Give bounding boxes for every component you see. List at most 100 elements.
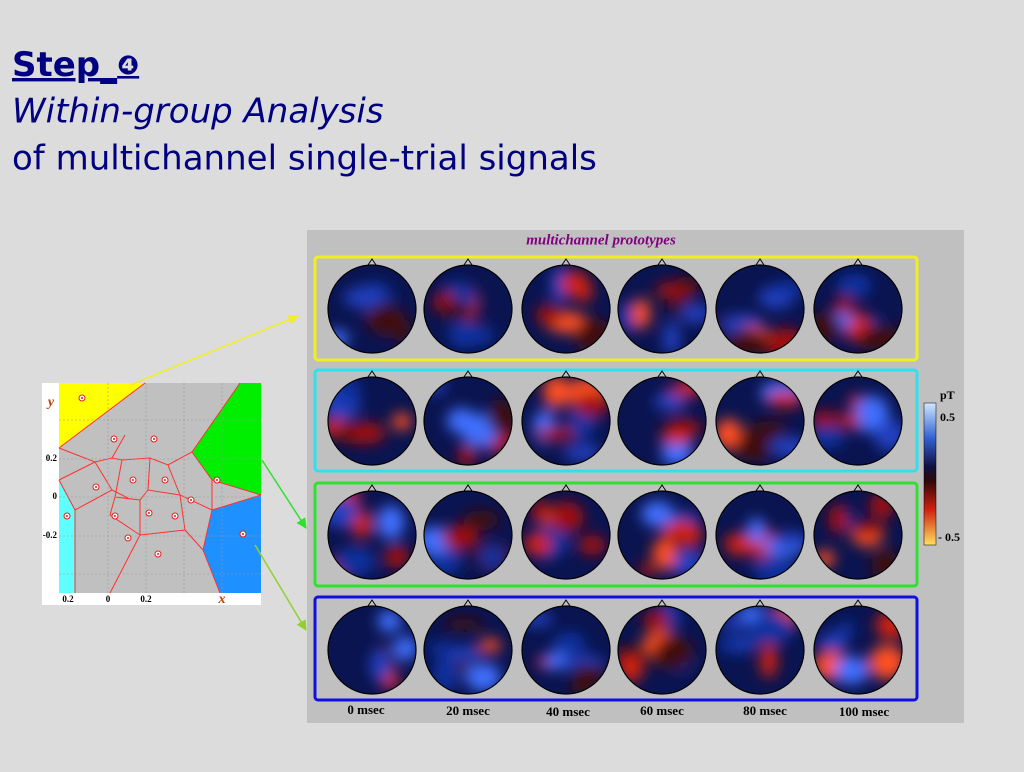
point-dot bbox=[216, 479, 218, 481]
point-dot bbox=[95, 486, 97, 488]
topo-map bbox=[328, 377, 416, 465]
voronoi-edges bbox=[58, 382, 262, 594]
tick-label: 0 bbox=[106, 594, 111, 604]
point-dot bbox=[113, 438, 115, 440]
figure-title: multichannel prototypes bbox=[526, 232, 676, 248]
map-outline bbox=[617, 376, 707, 466]
row-box bbox=[313, 481, 919, 588]
axis-label: x bbox=[218, 592, 226, 607]
point-dot bbox=[153, 438, 155, 440]
grid bbox=[59, 383, 261, 593]
blob bbox=[837, 621, 855, 637]
subtitle-line: of multichannel single-trial signals bbox=[12, 139, 597, 179]
time-label: 20 msec bbox=[446, 703, 490, 718]
blob bbox=[377, 505, 405, 540]
point-dot bbox=[157, 553, 159, 555]
blob bbox=[574, 393, 610, 417]
blob bbox=[426, 642, 458, 655]
step-label: Step_ bbox=[12, 45, 117, 85]
blob bbox=[724, 532, 757, 556]
nose bbox=[657, 484, 667, 492]
point-dot bbox=[174, 515, 176, 517]
blob bbox=[834, 656, 869, 685]
blob bbox=[677, 304, 706, 323]
blob bbox=[638, 562, 656, 577]
map-outline bbox=[327, 264, 417, 354]
nose bbox=[853, 599, 863, 607]
nose bbox=[561, 370, 571, 378]
blob bbox=[479, 638, 502, 653]
blob bbox=[433, 655, 459, 692]
map-blobs bbox=[370, 610, 416, 690]
point-dot bbox=[132, 479, 134, 481]
blob bbox=[840, 413, 860, 428]
time-label: 100 msec bbox=[839, 704, 889, 719]
blob bbox=[851, 521, 886, 535]
blob bbox=[531, 499, 549, 523]
blob bbox=[766, 391, 804, 408]
point-dot bbox=[190, 499, 192, 501]
time-label: 80 msec bbox=[743, 703, 787, 718]
point-dot bbox=[81, 397, 83, 399]
blob bbox=[747, 517, 765, 544]
map-blobs bbox=[523, 499, 606, 561]
subtitle-line: Within-group Analysis bbox=[12, 92, 384, 132]
arrow bbox=[261, 459, 307, 529]
nose bbox=[561, 484, 571, 492]
map-blobs bbox=[432, 280, 493, 349]
map-outline bbox=[617, 605, 707, 695]
x-ticks: 0.2 0 0.2 bbox=[62, 594, 152, 604]
blob bbox=[393, 636, 416, 661]
tick-label: -0.2 bbox=[43, 530, 58, 540]
map-outline bbox=[715, 490, 805, 580]
topo-map bbox=[618, 491, 706, 579]
tick-label: 0 bbox=[53, 491, 58, 501]
blob bbox=[618, 302, 639, 333]
map-outline bbox=[813, 490, 903, 580]
blob bbox=[641, 501, 675, 527]
nose bbox=[755, 258, 765, 266]
map-blobs bbox=[426, 617, 502, 692]
blob bbox=[482, 544, 505, 570]
nose bbox=[657, 370, 667, 378]
nose bbox=[657, 599, 667, 607]
blob bbox=[632, 298, 651, 329]
blob bbox=[773, 531, 804, 549]
colorbar-unit: pT bbox=[940, 388, 955, 402]
colorbar-label: 0.5 bbox=[940, 410, 955, 424]
map-outline bbox=[521, 264, 611, 354]
blob bbox=[548, 501, 584, 533]
nose bbox=[755, 484, 765, 492]
map-outline bbox=[617, 264, 707, 354]
blob bbox=[523, 532, 552, 556]
topo-maps bbox=[327, 258, 903, 695]
blob bbox=[552, 632, 586, 655]
blob bbox=[347, 422, 386, 444]
time-label: 0 msec bbox=[347, 702, 384, 717]
map-blobs bbox=[718, 606, 797, 679]
map-outline bbox=[423, 490, 513, 580]
nose bbox=[463, 484, 473, 492]
nose bbox=[463, 258, 473, 266]
blob bbox=[828, 503, 849, 535]
map-outline bbox=[521, 490, 611, 580]
points bbox=[63, 394, 247, 558]
map-blobs bbox=[424, 379, 512, 465]
blob bbox=[448, 320, 482, 349]
map-outline bbox=[813, 376, 903, 466]
topo-map bbox=[424, 377, 512, 465]
blob bbox=[653, 538, 676, 571]
nose bbox=[367, 599, 377, 607]
blob bbox=[668, 301, 686, 317]
map-outline bbox=[715, 605, 805, 695]
blob bbox=[544, 651, 568, 670]
row-box bbox=[313, 368, 919, 473]
nose bbox=[367, 370, 377, 378]
topo-map bbox=[716, 491, 804, 579]
region bbox=[59, 480, 75, 593]
blob bbox=[836, 273, 872, 298]
blob bbox=[653, 636, 694, 671]
map-blobs bbox=[424, 510, 512, 575]
row-box bbox=[313, 255, 919, 362]
